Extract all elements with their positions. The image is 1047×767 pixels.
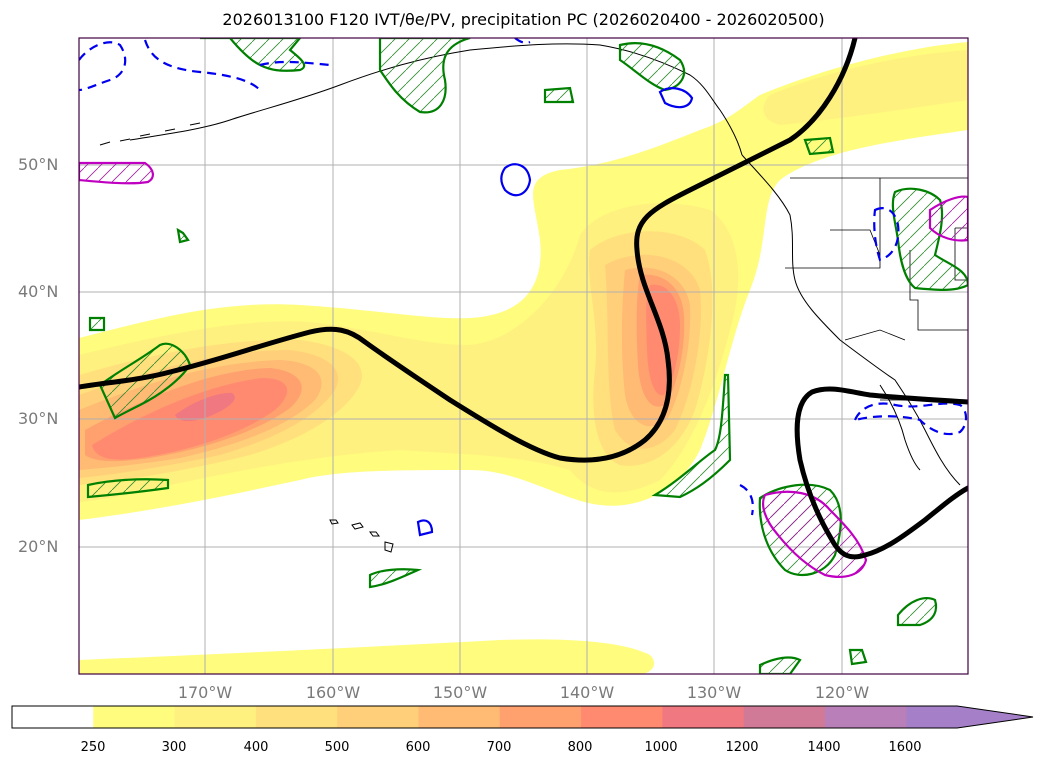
baja-california [879,384,921,471]
colorbar [11,705,1034,729]
colorbar-segment [581,706,663,728]
theta-e-contours [79,38,968,560]
colorbar-segment [906,706,958,728]
lon-label-130w: 130°W [686,683,742,702]
colorbar-tick-400: 400 [243,740,269,755]
colorbar-extend-arrow [957,706,1033,728]
ivt-250-south-band [79,639,655,674]
west-coast [741,154,961,486]
colorbar-tick-250: 250 [80,740,106,755]
lat-label-20n: 20°N [18,537,59,556]
lon-label-120w: 120°W [814,683,870,702]
lat-label-30n: 30°N [18,409,59,428]
colorbar-tick-800: 800 [567,740,593,755]
alaska-coast [129,43,743,156]
colorbar-tick-1200: 1200 [725,740,759,755]
lon-label-150w: 150°W [432,683,488,702]
colorbar-segment [12,706,94,728]
aleutian-chain [99,122,201,146]
colorbar-tick-700: 700 [486,740,512,755]
colorbar-tick-1000: 1000 [644,740,678,755]
colorbar-tick-600: 600 [405,740,431,755]
colorbar-segment [662,706,745,728]
ivt-northeast-band [763,50,968,125]
colorbar-tick-300: 300 [161,740,187,755]
hawaii-islands [329,519,394,553]
colorbar-tick-500: 500 [324,740,350,755]
precip-pc-contours [79,161,968,578]
lat-label-50n: 50°N [18,155,59,174]
lon-label-160w: 160°W [305,683,361,702]
colorbar-segment [499,706,582,728]
theta-e-main-contour [79,38,858,463]
colorbar-tick-1600: 1600 [888,740,922,755]
ivt-800-region [92,284,680,460]
colorbar-tick-1400: 1400 [807,740,841,755]
colorbar-segment [93,706,176,728]
map-title: 2026013100 F120 IVT/θe/PV, precipitation… [222,10,825,29]
colorbar-segment [174,706,257,728]
colorbar-segment [337,706,420,728]
lon-label-170w: 170°W [177,683,233,702]
map-frame [78,37,969,675]
colorbar-segment [255,706,338,728]
coastlines [99,43,961,553]
lon-label-140w: 140°W [559,683,615,702]
lat-label-40n: 40°N [18,282,59,301]
pv-negative-contours [79,38,968,537]
colorbar-segment [825,706,907,728]
colorbar-segment [743,706,826,728]
theta-e-southeast-contour [794,386,968,560]
colorbar-segment [418,706,501,728]
colorbar-outline [11,705,1034,729]
